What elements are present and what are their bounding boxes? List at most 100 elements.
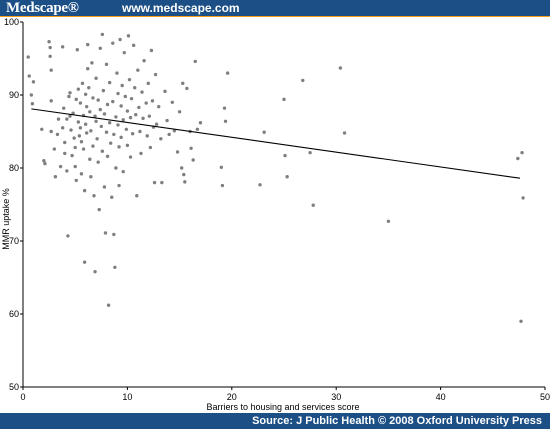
- data-point: [100, 149, 105, 153]
- data-point: [105, 102, 110, 107]
- data-point: [93, 269, 97, 274]
- data-point: [116, 123, 120, 127]
- data-point: [92, 194, 96, 198]
- data-point: [100, 32, 105, 37]
- data-point: [219, 165, 224, 169]
- data-point: [88, 157, 92, 161]
- data-point: [67, 94, 71, 99]
- data-point: [122, 50, 126, 55]
- data-point: [179, 166, 184, 170]
- x-tick-label: 0: [20, 392, 25, 402]
- data-point: [89, 129, 93, 133]
- data-point: [149, 48, 154, 53]
- data-point: [193, 59, 197, 64]
- data-point: [43, 161, 47, 166]
- data-point: [127, 77, 132, 82]
- data-point: [175, 150, 180, 154]
- data-point: [147, 114, 152, 118]
- data-point: [146, 81, 150, 86]
- data-point: [78, 126, 83, 130]
- data-point: [154, 122, 159, 126]
- data-point: [117, 183, 121, 188]
- data-point: [135, 194, 139, 198]
- data-point: [72, 136, 76, 140]
- data-point: [220, 183, 225, 188]
- data-point: [131, 43, 136, 48]
- data-point: [119, 104, 123, 108]
- data-point: [128, 155, 133, 159]
- data-point: [117, 145, 121, 149]
- data-point: [103, 231, 108, 235]
- data-point: [79, 140, 84, 144]
- x-tick-label: 30: [331, 392, 341, 402]
- x-tick-label: 20: [227, 392, 237, 402]
- data-point: [73, 145, 77, 150]
- data-point: [258, 183, 262, 187]
- data-point: [148, 145, 153, 150]
- data-point: [42, 159, 46, 163]
- data-point: [89, 175, 93, 179]
- data-point: [386, 219, 391, 223]
- data-point: [112, 132, 116, 137]
- header-bar: Medscape® www.medscape.com: [0, 0, 550, 16]
- data-point: [124, 127, 129, 132]
- data-point: [157, 104, 161, 109]
- data-point: [78, 101, 83, 105]
- data-point: [311, 203, 315, 207]
- data-point: [111, 99, 115, 104]
- data-point: [27, 74, 31, 78]
- data-point: [82, 260, 87, 264]
- y-axis-label: MMR uptake %: [1, 188, 11, 250]
- data-point: [63, 140, 67, 145]
- data-point: [66, 234, 70, 238]
- data-point: [26, 55, 30, 59]
- data-point: [105, 154, 110, 159]
- data-point: [225, 71, 230, 75]
- data-point: [74, 97, 78, 102]
- data-point: [126, 34, 131, 38]
- data-point: [142, 58, 146, 63]
- data-point: [71, 111, 75, 115]
- data-point: [521, 196, 525, 200]
- data-point: [285, 175, 289, 179]
- data-point: [77, 134, 82, 138]
- data-point: [116, 91, 120, 96]
- header-rule: [0, 16, 550, 17]
- data-point: [95, 137, 99, 141]
- data-point: [121, 118, 125, 122]
- data-point: [83, 92, 88, 96]
- x-tick-label: 40: [436, 392, 446, 402]
- medscape-logo[interactable]: Medscape®: [6, 0, 79, 16]
- data-point: [90, 61, 94, 65]
- data-point: [104, 62, 109, 67]
- data-point: [81, 147, 86, 151]
- data-point: [93, 114, 97, 118]
- data-point: [107, 80, 112, 85]
- data-point: [177, 110, 182, 114]
- data-point: [111, 41, 115, 45]
- data-point: [222, 106, 227, 110]
- site-url-link[interactable]: www.medscape.com: [122, 1, 240, 15]
- data-point: [104, 130, 109, 134]
- data-point: [133, 86, 137, 90]
- data-point: [55, 132, 60, 137]
- data-point: [73, 164, 77, 169]
- data-point: [86, 67, 90, 71]
- data-point: [130, 131, 135, 136]
- data-point: [102, 185, 107, 189]
- data-point: [70, 153, 74, 158]
- y-tick-label: 100: [4, 17, 19, 27]
- data-point: [125, 109, 130, 113]
- data-point: [150, 99, 155, 103]
- data-point: [301, 78, 305, 83]
- data-point: [129, 96, 134, 101]
- data-point: [134, 113, 138, 117]
- data-point: [76, 87, 81, 91]
- data-point: [74, 178, 78, 183]
- data-points: [26, 32, 525, 323]
- data-point: [182, 172, 186, 177]
- data-point: [84, 104, 89, 109]
- data-point: [102, 112, 107, 116]
- data-point: [308, 150, 312, 155]
- data-point: [68, 91, 72, 95]
